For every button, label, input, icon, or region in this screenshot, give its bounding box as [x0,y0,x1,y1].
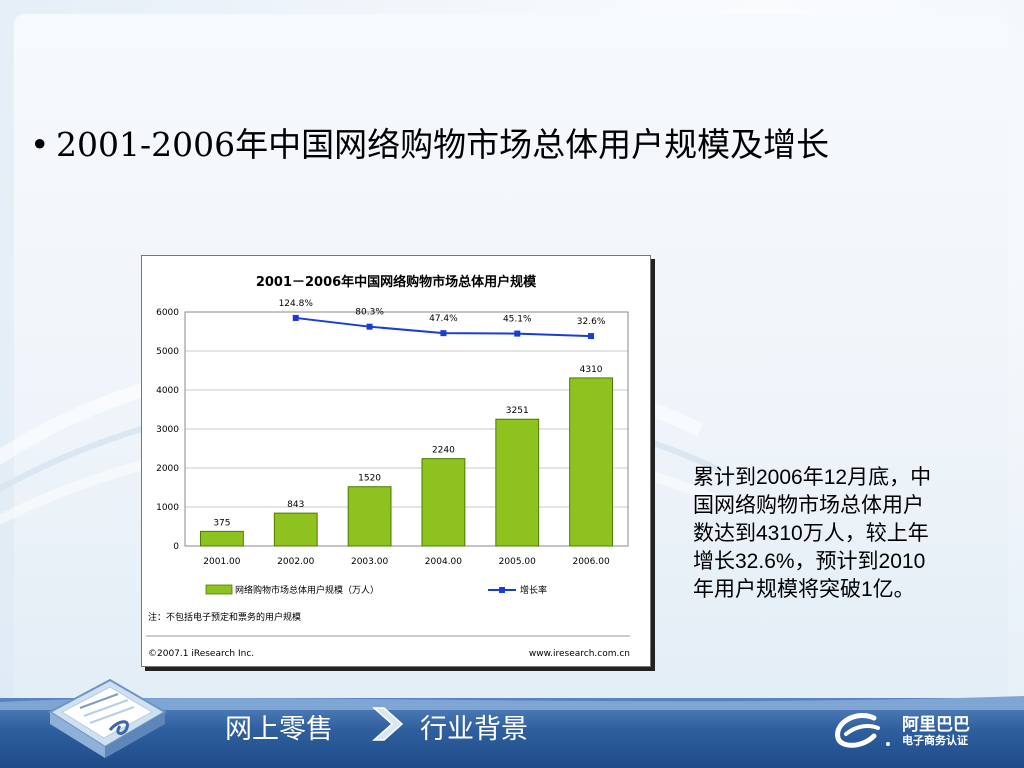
growth-label: 32.6% [577,317,606,327]
bar [495,418,540,547]
x-tick-label: 2001.00 [203,557,240,567]
chart-panel: 2001－2006年中国网络购物市场总体用户规模 0 1000 2000 3000 40… [141,255,651,667]
growth-point [514,330,521,337]
alibaba-e-icon [835,713,890,748]
x-tick-label: 2005.00 [499,557,536,567]
growth-point [366,323,373,330]
y-tick-label: 1000 [156,503,179,513]
brand-subtitle: 电子商务认证 [902,734,968,747]
y-tick-label: 2000 [156,464,179,474]
bar-value-label: 2240 [432,446,455,456]
summary-line: 年用户规模将突破1亿。 [693,578,915,601]
plot-area: 0 1000 2000 3000 4000 5000 6000 375 843 1520 2240 3… [156,299,629,567]
y-tick-label: 5000 [156,347,179,357]
x-tick-label: 2002.00 [277,557,314,567]
summary-note: 累计到2006年12月底，中 国网络购物市场总体用户 数达到4310万人，较上年… [693,464,993,604]
growth-label: 47.4% [429,314,458,324]
y-tick-label: 3000 [156,425,179,435]
bar-value-label: 843 [287,500,304,510]
bar [421,458,466,547]
bar-value-label: 4310 [580,365,603,375]
growth-label: 80.3% [355,308,384,318]
legend-line-label: 增长率 [520,584,547,596]
plot-border [184,311,629,547]
bar [347,486,392,547]
growth-label: 124.8% [279,299,314,309]
summary-line: 增长32.6%，预计到2010 [693,550,926,573]
slide-title: • 2001-2006年中国网络购物市场总体用户规模及增长 [30,118,829,166]
growth-point [292,314,299,321]
book-icon [48,678,167,758]
bar [273,512,318,547]
x-tick-label: 2004.00 [425,557,462,567]
bar-value-label: 375 [213,518,230,528]
brand-name: 阿里巴巴 [902,715,970,735]
y-tick-label: 0 [173,542,179,552]
chart-note: 注：不包括电子预定和票务的用户规模 [148,611,301,623]
footer-section: 网上零售 [225,714,333,745]
legend-bar-label: 网络购物市场总体用户规模（万人） [235,584,379,596]
x-tick-label: 2003.00 [351,557,388,567]
bar-value-label: 1520 [358,474,381,484]
legend-line-marker [499,587,505,593]
footer-wave [0,696,1024,710]
summary-line: 累计到2006年12月底，中 [693,466,932,489]
bar [200,530,244,547]
source-left: ©2007.1 iResearch Inc. [148,649,254,659]
legend-bar-swatch [205,584,233,595]
bar [569,377,613,547]
source-right: www.iresearch.com.cn [529,649,630,659]
growth-point [440,330,447,337]
summary-line: 数达到4310万人，较上年 [693,522,929,545]
bullet-icon: • [30,125,50,164]
summary-line: 国网络购物市场总体用户 [693,494,924,517]
footer-subsection: 行业背景 [420,714,528,745]
chevron-right-icon [372,707,404,741]
x-tick-label: 2006.00 [572,557,609,567]
growth-point [588,333,595,340]
slide-title-text: 2001-2006年中国网络购物市场总体用户规模及增长 [56,125,830,164]
alibaba-logo: 阿里巴巴 电子商务认证 [828,708,998,752]
chart-title: 2001－2006年中国网络购物市场总体用户规模 [256,274,537,290]
growth-label: 45.1% [503,315,532,325]
y-tick-label: 4000 [156,386,179,396]
bar-value-label: 3251 [506,406,529,416]
chart-svg: 2001－2006年中国网络购物市场总体用户规模 0 1000 2000 3000 40… [146,274,630,659]
chart-legend: 网络购物市场总体用户规模（万人） 增长率 [205,584,547,596]
y-tick-label: 6000 [156,308,179,318]
